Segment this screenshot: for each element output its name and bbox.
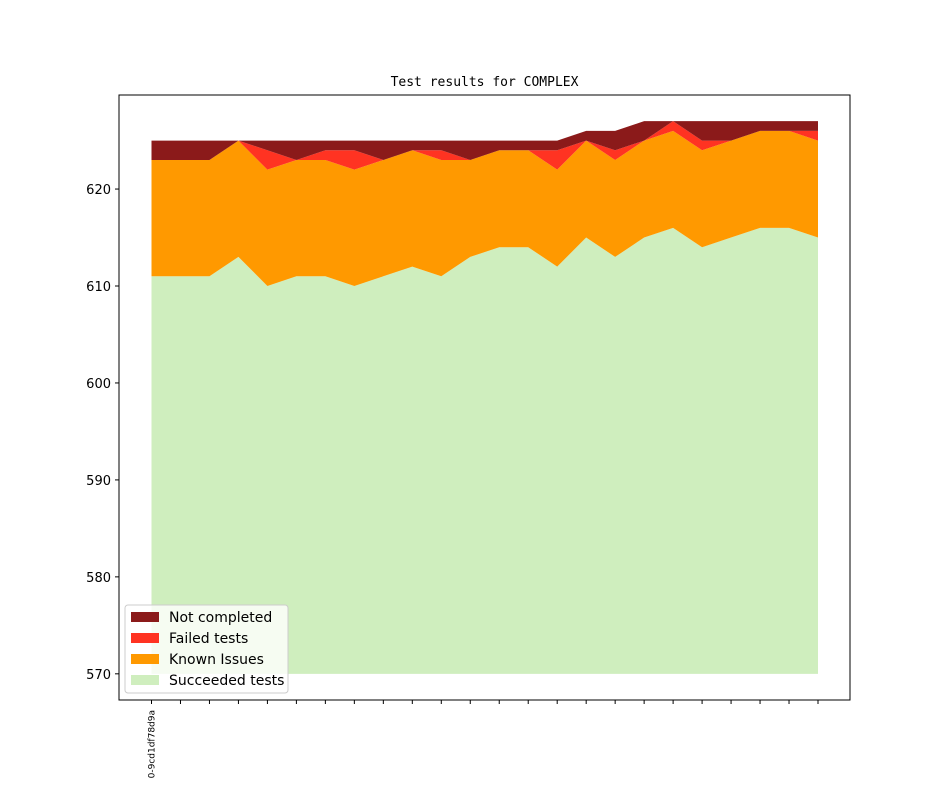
legend-label-failed-tests: Failed tests bbox=[169, 631, 248, 647]
area-known-issues bbox=[151, 130, 818, 286]
legend: Not completed Failed tests Known Issues Suc… bbox=[124, 604, 289, 694]
y-tick-label: 620 bbox=[86, 183, 111, 198]
y-tick-label: 590 bbox=[86, 474, 111, 489]
plot-frame bbox=[118, 94, 851, 701]
chart-title: Test results for COMPLEX bbox=[391, 75, 579, 90]
legend-swatch-failed-tests bbox=[131, 633, 159, 643]
y-tick-label: 570 bbox=[86, 668, 111, 683]
area-succeeded-tests bbox=[151, 227, 818, 674]
legend-swatch-not-completed bbox=[131, 612, 159, 622]
y-tick-label: 600 bbox=[86, 377, 111, 392]
area-failed-tests bbox=[151, 121, 818, 170]
legend-swatch-succeeded-tests bbox=[131, 675, 159, 685]
y-tick-label: 610 bbox=[86, 280, 111, 295]
y-tick-label: 580 bbox=[86, 571, 111, 586]
x-tick-label: 0-9cd1df78d9a bbox=[148, 710, 158, 778]
legend-label-known-issues: Known Issues bbox=[169, 652, 264, 668]
legend-box bbox=[124, 604, 289, 694]
legend-label-not-completed: Not completed bbox=[169, 610, 272, 626]
legend-swatch-known-issues bbox=[131, 654, 159, 664]
area-not-completed bbox=[151, 121, 818, 160]
legend-label-succeeded-tests: Succeeded tests bbox=[169, 673, 284, 689]
